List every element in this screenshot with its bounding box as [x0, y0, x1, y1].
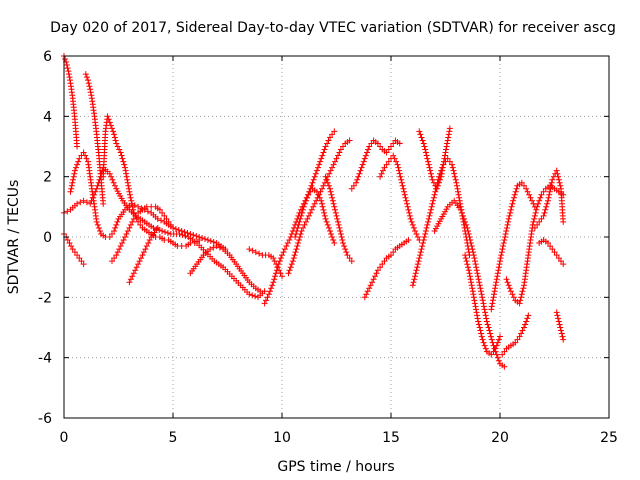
data-point-markers [499, 312, 532, 358]
series-arc-23 [499, 312, 532, 358]
data-point-markers [187, 243, 264, 295]
data-point-markers [377, 152, 423, 244]
y-tick-label: 0 [43, 230, 52, 246]
data-point-markers [531, 167, 567, 231]
y-tick-label: 6 [43, 49, 52, 65]
chart-title: Day 020 of 2017, Sidereal Day-to-day VTE… [50, 20, 616, 36]
series-arc-07 [109, 203, 176, 265]
x-tick-label: 10 [273, 430, 291, 446]
x-tick-label: 20 [491, 430, 509, 446]
data-point-markers [292, 185, 338, 247]
y-tick-label: 2 [43, 170, 52, 186]
data-point-markers [416, 125, 453, 192]
axis-ticks [63, 55, 610, 419]
x-tick-label: 15 [382, 430, 400, 446]
y-tick-label: -4 [38, 351, 52, 367]
data-point-markers [536, 237, 567, 268]
series-arc-05 [82, 71, 107, 207]
series-arc-27 [553, 309, 567, 343]
data-point-markers [488, 179, 538, 313]
grid-lines [64, 56, 609, 418]
data-points [61, 53, 567, 370]
y-tick-labels: -6 -4 -2 0 2 4 6 [38, 49, 52, 427]
series-arc-02 [61, 231, 87, 268]
x-tick-labels: 0 5 10 15 20 25 [60, 430, 618, 446]
data-point-markers [322, 173, 355, 265]
data-point-markers [462, 252, 503, 358]
series-arc-26 [536, 237, 567, 268]
data-point-markers [361, 237, 412, 301]
y-tick-label: -2 [38, 290, 52, 306]
x-tick-label: 0 [60, 430, 69, 446]
data-point-markers [126, 224, 161, 286]
x-tick-label: 5 [169, 430, 178, 446]
data-point-markers [61, 231, 87, 268]
series-arc-08 [126, 224, 161, 286]
data-point-markers [348, 137, 403, 192]
series-arc-21 [462, 252, 503, 358]
data-point-markers [109, 203, 176, 265]
series-arc-17 [377, 152, 423, 244]
y-tick-label: -6 [38, 411, 52, 427]
x-axis-label: GPS time / hours [277, 459, 394, 475]
series-arc-16 [361, 237, 412, 301]
data-point-markers [553, 309, 567, 343]
series-arc-19 [416, 125, 453, 192]
x-tick-label: 25 [600, 430, 618, 446]
y-tick-label: 4 [43, 109, 52, 125]
series-arc-14 [322, 173, 355, 265]
series-arc-09 [187, 243, 264, 295]
series-arc-22 [488, 179, 538, 313]
data-point-markers [82, 71, 107, 207]
series-arc-15 [348, 137, 403, 192]
y-axis-label: SDTVAR / TECUs [6, 180, 22, 295]
series-arc-13 [292, 185, 338, 247]
series-arc-25 [531, 167, 567, 231]
